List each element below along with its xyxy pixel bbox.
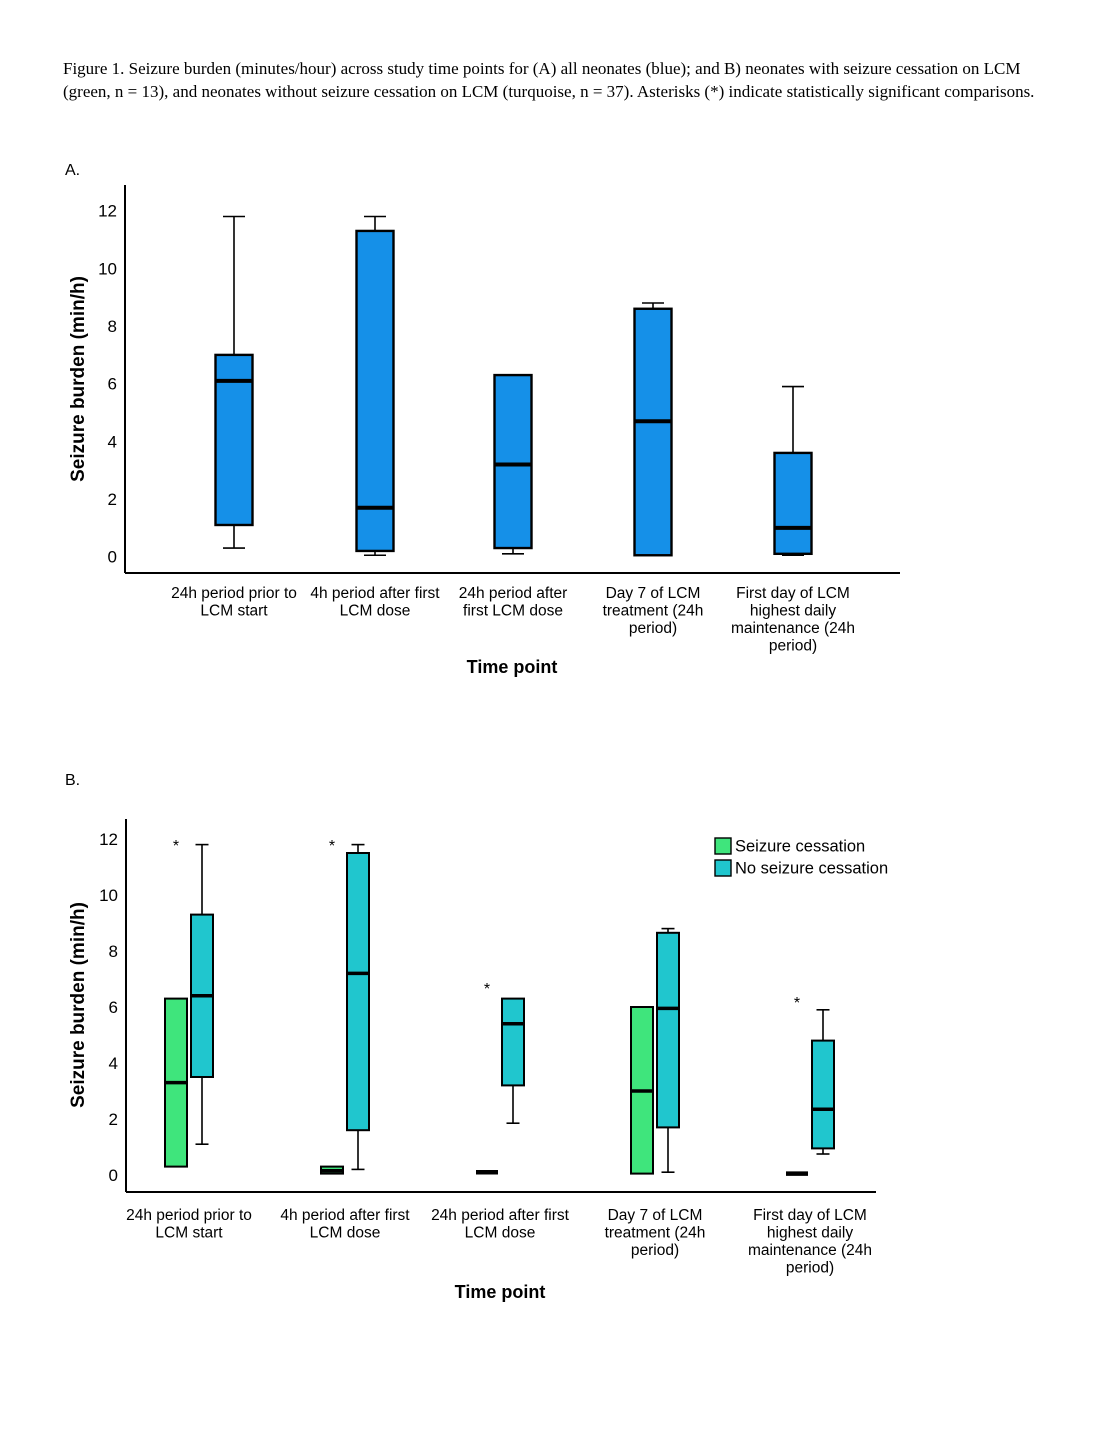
box [214,353,254,527]
y-tick-label: 0 [109,1166,118,1185]
x-category-label: 24h period prior to LCM start [126,1207,252,1242]
box [656,931,680,1129]
y-tick-label: 12 [98,202,117,221]
panel-a-label: A. [65,162,81,179]
x-category-label: 24h period after first LCM dose [459,585,568,620]
x-axis-title: Time point [467,657,558,677]
y-tick-label: 8 [109,942,118,961]
legend-label: No seizure cessation [735,860,888,878]
significance-asterisk: * [329,838,335,855]
y-tick-label: 6 [109,998,118,1017]
x-category-label: 24h period after first LCM dose [431,1207,570,1242]
y-axis-title: Seizure burden (min/h) [68,276,89,482]
y-tick-label: 6 [108,375,117,394]
box [811,1039,835,1150]
y-tick-label: 10 [99,886,118,905]
legend-swatch [714,859,732,877]
significance-asterisk: * [794,995,800,1012]
panel-b-boxplot-chart: 0 2 4 6 8 10 12 Seizure burden (min/h) 24h perio… [68,819,888,1302]
legend-label: Seizure cessation [735,838,865,856]
box [501,997,525,1087]
x-category-label: First day of LCM highest daily maintenance… [748,1207,872,1277]
box [355,229,395,553]
x-category-label: 24h period prior to LCM start [171,585,297,620]
x-category-label: Day 7 of LCM treatment (24h period) [605,1207,706,1259]
x-category-label: Day 7 of LCM treatment (24h period) [603,585,704,637]
box [346,852,370,1132]
x-axis-title: Time point [455,1282,546,1302]
y-tick-label: 8 [108,317,117,336]
y-axis-title: Seizure burden (min/h) [68,902,89,1108]
significance-asterisk: * [484,981,490,998]
y-tick-label: 2 [109,1110,118,1129]
legend-swatch [714,837,732,855]
significance-asterisk: * [173,838,179,855]
y-tick-label: 10 [98,259,117,278]
y-tick-label: 0 [108,548,117,567]
y-tick-label: 4 [109,1054,118,1073]
x-category-label: 4h period after first LCM dose [280,1207,410,1242]
x-category-label: First day of LCM highest daily maintenance… [731,585,855,655]
panel-a-boxplot-chart: 0 2 4 6 8 10 12 Seizure burden (min/h) 24h perio… [68,185,900,677]
box [633,307,673,557]
y-tick-label: 4 [108,432,117,451]
box [493,373,533,550]
x-category-label: 4h period after first LCM dose [310,585,440,620]
y-tick-label: 12 [99,830,118,849]
figure-caption: Figure 1. Seizure burden (minutes/hour) … [63,59,1035,101]
y-tick-label: 2 [108,490,117,509]
panel-b-label: B. [65,772,81,789]
box [773,451,813,556]
